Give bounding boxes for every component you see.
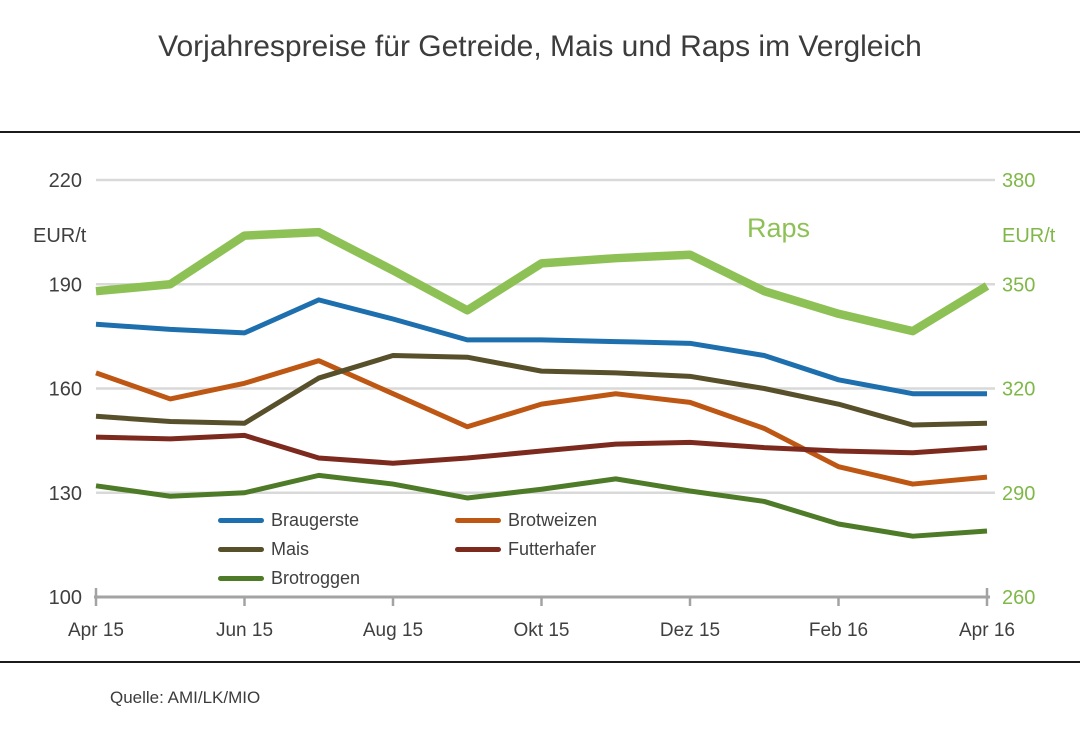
legend-label-mais: Mais: [271, 538, 310, 559]
legend-item-brotweizen: Brotweizen: [455, 509, 597, 531]
x-tick-label: Feb 16: [809, 620, 868, 641]
chart-title: Vorjahrespreise für Getreide, Mais und R…: [158, 30, 922, 63]
x-tick-label: Okt 15: [514, 620, 570, 641]
y-left-tick-label: 100: [49, 587, 82, 609]
y-right-tick-label: 380: [1002, 170, 1035, 192]
x-tick-label: Aug 15: [363, 620, 423, 641]
legend-swatch-futterhafer: [455, 546, 501, 552]
legend-swatch-brotweizen: [455, 517, 501, 523]
series-line-futterhafer: [95, 432, 988, 466]
legend-label-brotroggen: Brotroggen: [271, 567, 361, 588]
series-line-brotroggen: [95, 472, 988, 539]
y-right-tick-label: 260: [1002, 587, 1035, 609]
series-line-brotweizen: [95, 358, 988, 487]
legend-swatch-braugerste: [218, 517, 264, 523]
x-tick-label: Dez 15: [660, 620, 720, 641]
legend-label-braugerste: Braugerste: [271, 509, 360, 530]
legend-label-brotweizen: Brotweizen: [508, 509, 598, 530]
legend-item-mais: Mais: [218, 538, 309, 560]
legend-swatch-brotroggen: [218, 575, 264, 581]
y-right-tick-label: 320: [1002, 379, 1035, 401]
source-caption: Quelle: AMI/LK/MIO: [110, 688, 261, 707]
y-left-tick-label: 190: [49, 274, 82, 296]
legend-item-brotroggen: Brotroggen: [218, 567, 360, 589]
bottom-divider-line: [0, 661, 1080, 663]
y-right-tick-label: 350: [1002, 274, 1035, 296]
y-left-tick-label: 220: [49, 170, 82, 192]
y-left-tick-label: 160: [49, 379, 82, 401]
raps-series-label: Raps: [747, 213, 811, 243]
right-axis-unit-label: EUR/t: [1002, 225, 1056, 247]
top-divider-line: [0, 131, 1080, 133]
y-right-tick-label: 290: [1002, 483, 1035, 505]
series-line-mais: [95, 352, 988, 428]
legend-item-futterhafer: Futterhafer: [455, 538, 596, 560]
series-line-raps: [95, 227, 990, 336]
series-line-braugerste: [95, 297, 987, 397]
left-axis-unit-label: EUR/t: [33, 225, 87, 247]
x-tick-label: Jun 15: [216, 620, 273, 641]
y-left-tick-label: 130: [49, 483, 82, 505]
x-tick-label: Apr 15: [68, 620, 124, 641]
legend-label-futterhafer: Futterhafer: [508, 538, 597, 559]
legend-swatch-mais: [218, 546, 264, 552]
legend-item-braugerste: Braugerste: [218, 509, 359, 531]
x-tick-label: Apr 16: [959, 620, 1015, 641]
